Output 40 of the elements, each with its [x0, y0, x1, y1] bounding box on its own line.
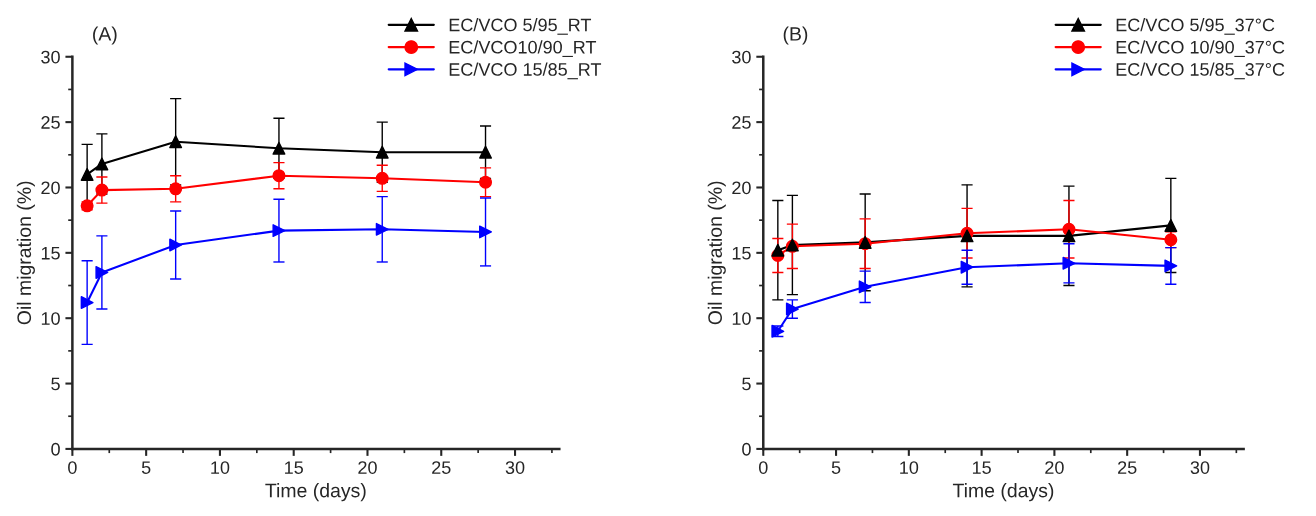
x-tick-label: 0 [68, 461, 77, 474]
y-tick-label: 10 [41, 312, 60, 325]
y-tick-label: 25 [732, 116, 751, 129]
chart-title: (B) [783, 26, 808, 45]
y-tick-label: 0 [51, 442, 60, 456]
x-tick-label: 15 [972, 461, 991, 474]
y-tick-label: 15 [41, 246, 60, 260]
x-tick-label: 20 [1045, 461, 1064, 474]
x-tick-label: 10 [900, 461, 919, 474]
x-tick-label: 5 [141, 461, 151, 474]
x-tick-label: 10 [211, 461, 230, 474]
legend-label: EC/VCO 15/85_RT [449, 62, 602, 80]
x-tick-label: 5 [831, 461, 841, 474]
legend-label: EC/VCO10/90_RT [449, 40, 597, 58]
x-tick-label: 30 [505, 461, 525, 474]
y-axis-title: Oil migration (%) [707, 181, 726, 325]
y-tick-label: 25 [41, 116, 60, 129]
y-tick-label: 0 [742, 442, 751, 456]
y-tick-label: 20 [41, 181, 60, 195]
x-axis-title: Time (days) [952, 483, 1054, 502]
y-tick-label: 30 [41, 50, 60, 64]
x-tick-label: 20 [358, 461, 377, 474]
chart-title: (A) [93, 26, 117, 45]
x-tick-label: 25 [1118, 461, 1137, 474]
y-tick-label: 15 [732, 246, 751, 260]
legend-label: EC/VCO 10/90_37°C [1116, 40, 1285, 58]
x-tick-label: 25 [432, 461, 451, 474]
x-tick-label: 15 [285, 461, 303, 474]
y-tick-label: 20 [732, 181, 751, 195]
x-tick-label: 0 [758, 461, 768, 474]
legend-label: EC/VCO 15/85_37°C [1116, 62, 1285, 80]
y-tick-label: 30 [732, 50, 751, 64]
legend-label: EC/VCO 5/95_RT [449, 18, 592, 35]
y-axis-title: Oil migration (%) [16, 181, 35, 325]
y-tick-label: 10 [732, 312, 751, 325]
x-axis-title: Time (days) [265, 483, 366, 502]
x-tick-label: 30 [1190, 461, 1210, 474]
legend-label: EC/VCO 5/95_37°C [1116, 18, 1275, 35]
y-tick-label: 5 [742, 377, 751, 391]
y-tick-label: 5 [51, 377, 60, 391]
